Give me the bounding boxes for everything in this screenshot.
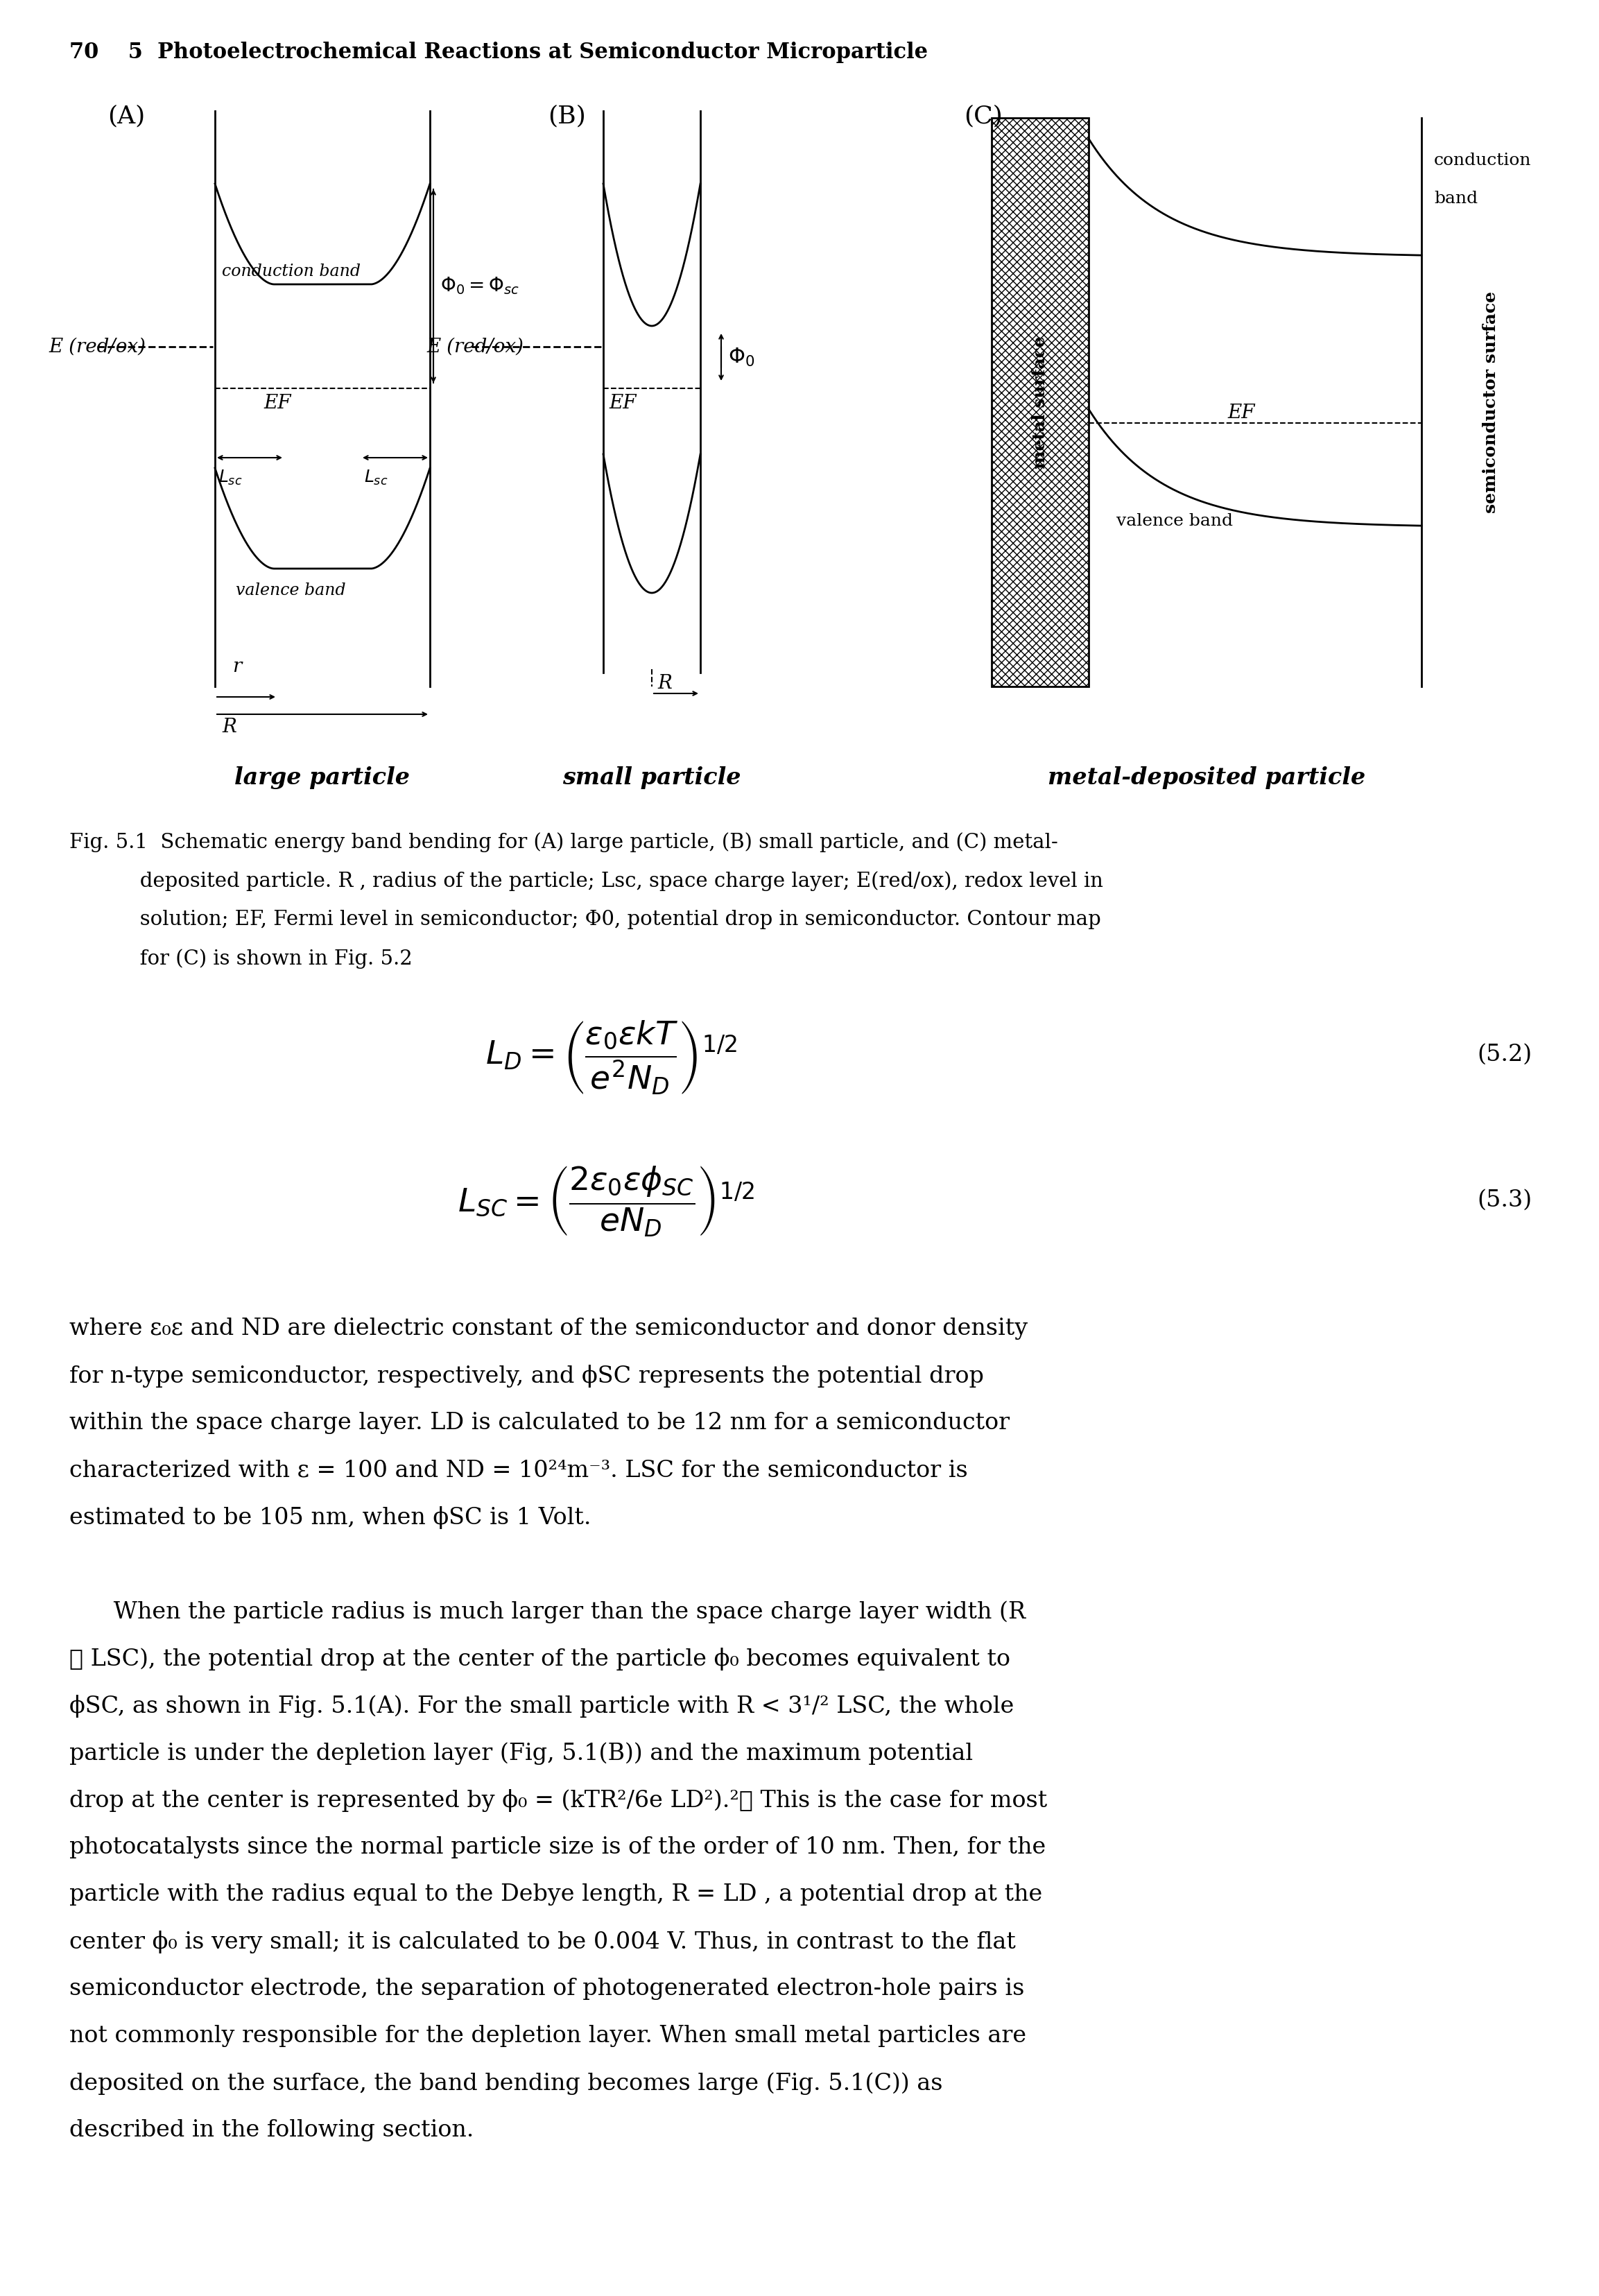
Text: metal surface: metal surface [1031, 335, 1049, 468]
Bar [991, 117, 1089, 687]
Text: r: r [232, 657, 241, 675]
Text: Fig. 5.1  Schematic energy band bending for (A) large particle, (B) small partic: Fig. 5.1 Schematic energy band bending f… [69, 831, 1059, 852]
Text: photocatalysts since the normal particle size is of the order of 10 nm. Then, fo: photocatalysts since the normal particle… [69, 1837, 1046, 1857]
Text: not commonly responsible for the depletion layer. When small metal particles are: not commonly responsible for the depleti… [69, 2025, 1027, 2048]
Text: When the particle radius is much larger than the space charge layer width (R: When the particle radius is much larger … [69, 1600, 1025, 1623]
Text: $L_{sc}$: $L_{sc}$ [365, 468, 389, 487]
Text: band: band [1434, 191, 1477, 207]
Text: semiconductor electrode, the separation of photogenerated electron-hole pairs is: semiconductor electrode, the separation … [69, 1977, 1025, 2000]
Text: $\Phi_0 = \Phi_{sc}$: $\Phi_0 = \Phi_{sc}$ [440, 276, 520, 296]
Text: for (C) is shown in Fig. 5.2: for (C) is shown in Fig. 5.2 [69, 948, 413, 969]
Text: within the space charge layer. LD is calculated to be 12 nm for a semiconductor: within the space charge layer. LD is cal… [69, 1412, 1009, 1435]
Text: described in the following section.: described in the following section. [69, 2119, 473, 2142]
Text: semiconductor surface: semiconductor surface [1482, 292, 1500, 514]
Text: center ϕ₀ is very small; it is calculated to be 0.004 V. Thus, in contrast to th: center ϕ₀ is very small; it is calculate… [69, 1931, 1015, 1954]
Text: $L_{sc}$: $L_{sc}$ [219, 468, 243, 487]
Text: metal-deposited particle: metal-deposited particle [1047, 767, 1366, 790]
Text: valence band: valence band [1116, 512, 1233, 528]
Text: ≫ LSC), the potential drop at the center of the particle ϕ₀ becomes equivalent t: ≫ LSC), the potential drop at the center… [69, 1649, 1011, 1671]
Text: $L_{SC} = \left(\dfrac{2\varepsilon_0\varepsilon\phi_{SC}}{eN_D}\right)^{1/2}$: $L_{SC} = \left(\dfrac{2\varepsilon_0\va… [457, 1164, 755, 1238]
Text: deposited on the surface, the band bending becomes large (Fig. 5.1(C)) as: deposited on the surface, the band bendi… [69, 2071, 943, 2094]
Text: R: R [657, 675, 672, 693]
Text: small particle: small particle [563, 767, 740, 790]
Text: (C): (C) [964, 103, 1003, 129]
Text: where ε₀ε and ND are dielectric constant of the semiconductor and donor density: where ε₀ε and ND are dielectric constant… [69, 1318, 1028, 1341]
Text: R: R [222, 719, 237, 737]
Text: (5.3): (5.3) [1477, 1189, 1532, 1212]
Text: (5.2): (5.2) [1477, 1045, 1532, 1065]
Text: (A): (A) [107, 103, 146, 129]
Text: conduction: conduction [1434, 152, 1532, 168]
Text: particle with the radius equal to the Debye length, R = LD , a potential drop at: particle with the radius equal to the De… [69, 1883, 1043, 1906]
Text: characterized with ε = 100 and ND = 10²⁴m⁻³. LSC for the semiconductor is: characterized with ε = 100 and ND = 10²⁴… [69, 1458, 967, 1481]
Text: conduction band: conduction band [222, 264, 360, 280]
Text: EF: EF [609, 395, 636, 413]
Text: estimated to be 105 nm, when ϕSC is 1 Volt.: estimated to be 105 nm, when ϕSC is 1 Vo… [69, 1506, 592, 1529]
Text: ϕSC, as shown in Fig. 5.1(A). For the small particle with R < 3¹/² LSC, the whol: ϕSC, as shown in Fig. 5.1(A). For the sm… [69, 1694, 1014, 1717]
Text: EF: EF [1228, 404, 1255, 422]
Text: large particle: large particle [235, 767, 411, 790]
Text: E (red/ox): E (red/ox) [427, 338, 523, 356]
Text: solution; EF, Fermi level in semiconductor; Φ0, potential drop in semiconductor.: solution; EF, Fermi level in semiconduct… [69, 909, 1102, 930]
Text: for n-type semiconductor, respectively, and ϕSC represents the potential drop: for n-type semiconductor, respectively, … [69, 1364, 983, 1387]
Text: particle is under the depletion layer (Fig, 5.1(B)) and the maximum potential: particle is under the depletion layer (F… [69, 1743, 972, 1766]
Text: (B): (B) [548, 103, 585, 129]
Text: $\Phi_0$: $\Phi_0$ [728, 347, 755, 367]
Text: drop at the center is represented by ϕ₀ = (kTR²/6e LD²).²⧟ This is the case for : drop at the center is represented by ϕ₀ … [69, 1789, 1047, 1812]
Text: deposited particle. R , radius of the particle; Lsc, space charge layer; E(red/o: deposited particle. R , radius of the pa… [69, 870, 1103, 891]
Text: 70    5  Photoelectrochemical Reactions at Semiconductor Microparticle: 70 5 Photoelectrochemical Reactions at S… [69, 41, 927, 62]
Text: $L_D = \left(\dfrac{\varepsilon_0\varepsilon kT}{e^2 N_D}\right)^{1/2}$: $L_D = \left(\dfrac{\varepsilon_0\vareps… [486, 1019, 737, 1097]
Text: EF: EF [264, 395, 291, 413]
Text: E (red/ox): E (red/ox) [48, 338, 146, 356]
Text: valence band: valence band [235, 583, 345, 599]
